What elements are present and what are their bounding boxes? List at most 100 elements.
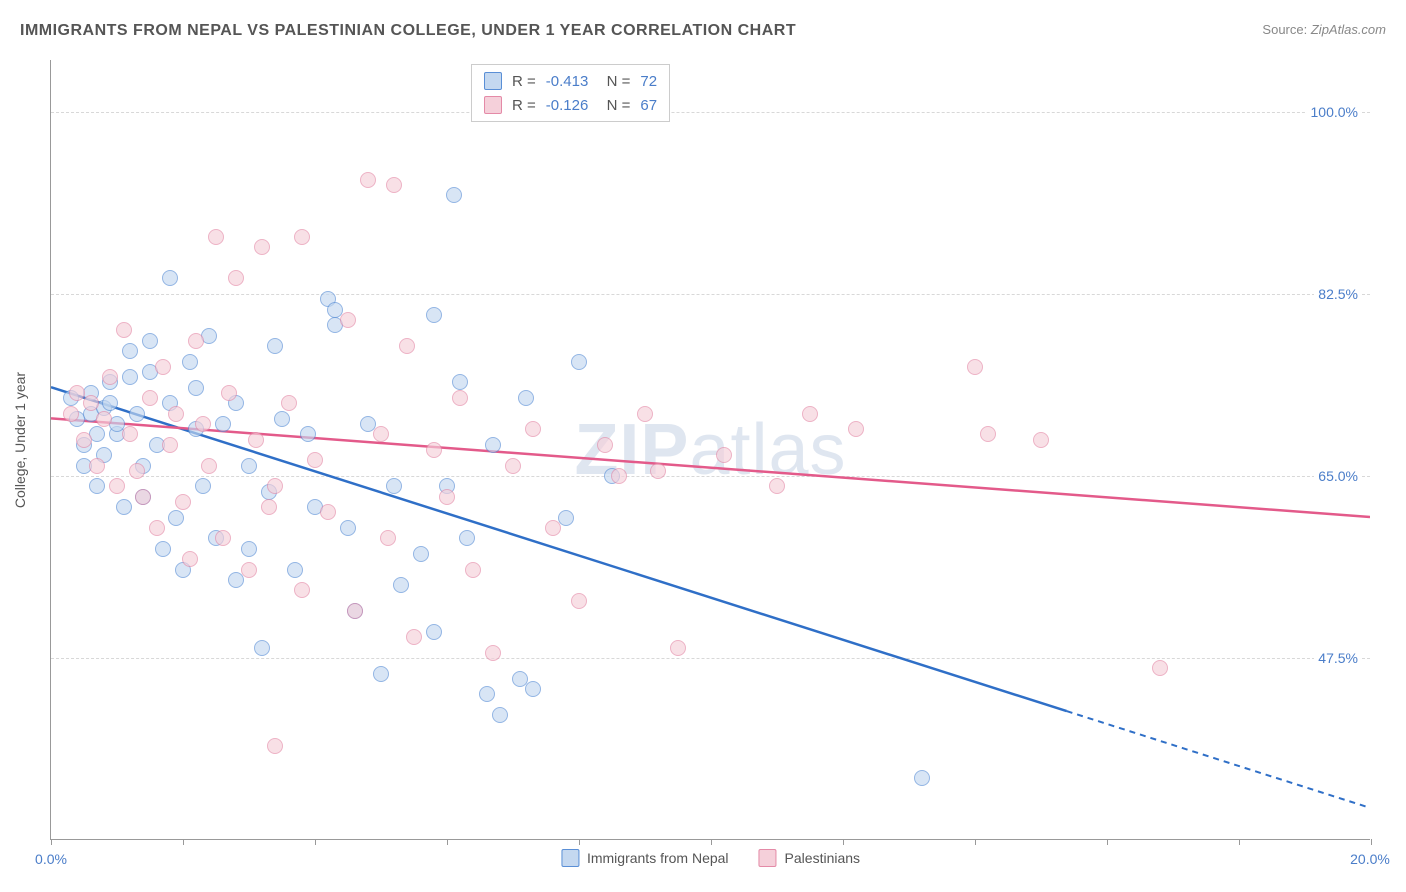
x-tick [183, 839, 184, 845]
chart-title: IMMIGRANTS FROM NEPAL VS PALESTINIAN COL… [20, 22, 796, 39]
x-tick-label-right: 20.0% [1350, 851, 1390, 867]
scatter-point [637, 406, 653, 422]
stat-n-value-0: 72 [640, 73, 657, 90]
scatter-point [399, 338, 415, 354]
source-attribution: Source: ZipAtlas.com [1262, 22, 1386, 37]
scatter-point [1033, 432, 1049, 448]
scatter-point [175, 494, 191, 510]
scatter-point [241, 541, 257, 557]
scatter-point [248, 432, 264, 448]
scatter-point [413, 546, 429, 562]
scatter-point [545, 520, 561, 536]
bottom-legend: Immigrants from Nepal Palestinians [561, 849, 860, 867]
scatter-point [228, 572, 244, 588]
scatter-point [439, 489, 455, 505]
scatter-point [116, 499, 132, 515]
scatter-point [505, 458, 521, 474]
scatter-point [300, 426, 316, 442]
scatter-point [426, 442, 442, 458]
scatter-point [426, 624, 442, 640]
grid-line [51, 294, 1370, 295]
scatter-point [254, 640, 270, 656]
scatter-point [241, 562, 257, 578]
scatter-point [155, 359, 171, 375]
scatter-point [307, 452, 323, 468]
scatter-point [459, 530, 475, 546]
scatter-point [261, 499, 277, 515]
scatter-point [380, 530, 396, 546]
scatter-point [452, 390, 468, 406]
trend-lines [51, 60, 1370, 839]
scatter-point [479, 686, 495, 702]
scatter-point [287, 562, 303, 578]
scatter-point [485, 645, 501, 661]
stat-r-value-0: -0.413 [546, 73, 589, 90]
x-tick [975, 839, 976, 845]
scatter-point [525, 681, 541, 697]
x-tick-label-left: 0.0% [35, 851, 67, 867]
legend-label-0: Immigrants from Nepal [587, 850, 729, 866]
scatter-point [149, 520, 165, 536]
scatter-point [201, 458, 217, 474]
scatter-point [670, 640, 686, 656]
scatter-point [135, 489, 151, 505]
scatter-point [76, 432, 92, 448]
stat-r-label: R = [512, 73, 536, 90]
scatter-point [228, 270, 244, 286]
scatter-point [386, 177, 402, 193]
y-tick-label: 47.5% [1314, 650, 1362, 666]
legend-swatch-1b [759, 849, 777, 867]
scatter-point [142, 390, 158, 406]
scatter-point [89, 478, 105, 494]
legend-item: Palestinians [759, 849, 861, 867]
scatter-point [294, 229, 310, 245]
scatter-point [485, 437, 501, 453]
x-tick [843, 839, 844, 845]
legend-label-1: Palestinians [785, 850, 861, 866]
scatter-point [168, 406, 184, 422]
scatter-point [109, 478, 125, 494]
scatter-point [89, 458, 105, 474]
source-value: ZipAtlas.com [1311, 22, 1386, 37]
x-tick [1239, 839, 1240, 845]
scatter-point [188, 380, 204, 396]
scatter-point [254, 239, 270, 255]
scatter-point [980, 426, 996, 442]
scatter-point [241, 458, 257, 474]
scatter-point [267, 338, 283, 354]
scatter-point [267, 478, 283, 494]
scatter-point [452, 374, 468, 390]
scatter-point [129, 463, 145, 479]
scatter-point [129, 406, 145, 422]
y-axis-label: College, Under 1 year [12, 372, 28, 508]
x-tick [711, 839, 712, 845]
scatter-point [294, 582, 310, 598]
scatter-point [492, 707, 508, 723]
scatter-point [208, 229, 224, 245]
scatter-point [571, 354, 587, 370]
scatter-point [182, 551, 198, 567]
scatter-point [650, 463, 666, 479]
grid-line [51, 476, 1370, 477]
scatter-point [406, 629, 422, 645]
scatter-point [769, 478, 785, 494]
scatter-point [802, 406, 818, 422]
scatter-point [162, 437, 178, 453]
legend-swatch-0b [561, 849, 579, 867]
stat-r-value-1: -0.126 [546, 97, 589, 114]
stat-r-label: R = [512, 97, 536, 114]
scatter-point [465, 562, 481, 578]
x-tick [51, 839, 52, 845]
scatter-point [716, 447, 732, 463]
scatter-point [518, 390, 534, 406]
scatter-point [83, 395, 99, 411]
scatter-point [221, 385, 237, 401]
watermark-rest: atlas [689, 410, 846, 490]
scatter-point [914, 770, 930, 786]
scatter-point [168, 510, 184, 526]
grid-line [51, 658, 1370, 659]
scatter-point [571, 593, 587, 609]
scatter-point [122, 426, 138, 442]
scatter-point [558, 510, 574, 526]
scatter-point [320, 504, 336, 520]
